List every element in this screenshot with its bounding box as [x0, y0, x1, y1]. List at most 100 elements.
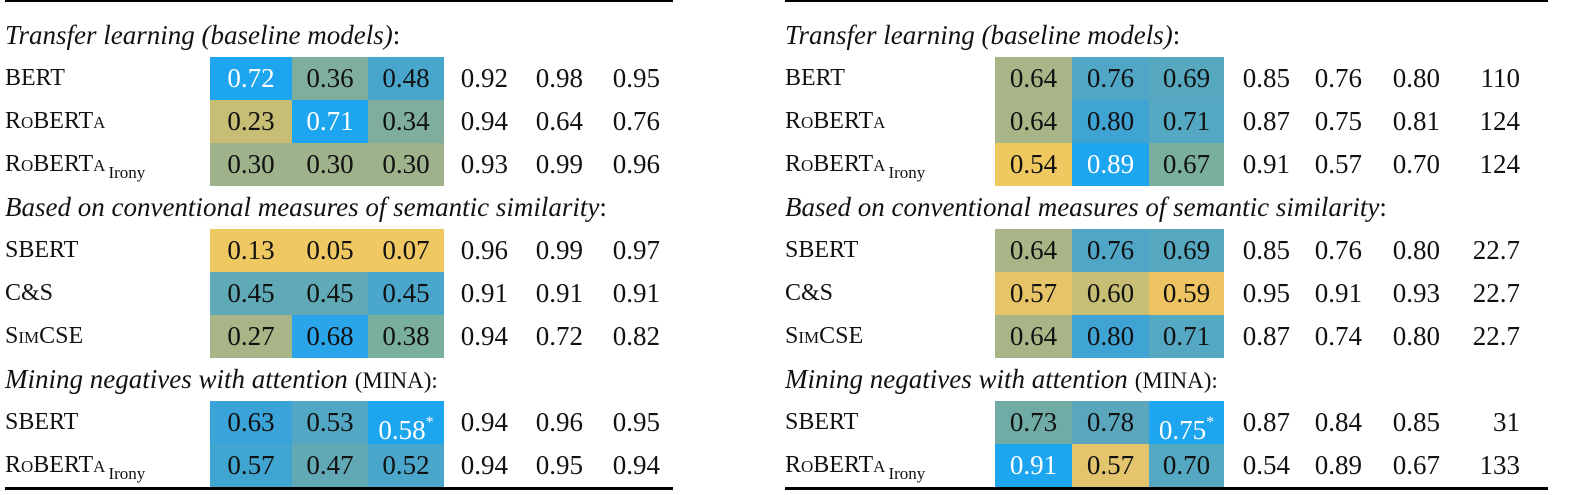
colored-cell: 0.45	[368, 272, 444, 315]
cell-value: 0.63	[227, 407, 275, 437]
section-heading: Based on conventional measures of semant…	[5, 186, 607, 229]
cell-value: 0.78	[1086, 407, 1135, 437]
cell-value: 0.84	[1314, 407, 1362, 437]
cell-value: 0.94	[612, 450, 660, 480]
cell-value: 0.89	[1314, 450, 1362, 480]
cell-value: 0.71	[1162, 106, 1211, 136]
label-text: RoBERTa	[785, 108, 886, 134]
section-heading: Mining negatives with attention (MINA):	[5, 358, 438, 402]
cell-value: 0.68	[306, 321, 354, 351]
cell-value: 0.72	[535, 321, 583, 351]
cell-value: 0.36	[306, 63, 354, 93]
cell-value: 0.94	[460, 106, 508, 136]
heading-plain: :	[599, 192, 607, 222]
colored-cell: 0.64	[995, 100, 1072, 143]
colored-cell: 0.89	[1072, 143, 1149, 186]
colored-cell: 0.67	[1149, 143, 1224, 186]
cell-value: 110	[1480, 63, 1521, 93]
cell-value: 0.92	[460, 63, 508, 93]
label-text: RoBERTa	[785, 452, 886, 478]
cell-value: 0.45	[227, 278, 275, 308]
colored-cell: 0.60	[1072, 272, 1149, 315]
colored-cell: 0.70	[1149, 444, 1224, 487]
cell-value: 0.05	[306, 235, 354, 265]
top-rule	[5, 0, 673, 2]
colored-cell: 0.45	[292, 272, 368, 315]
cell-value: 0.95	[612, 407, 660, 437]
colored-cell: 0.30	[292, 143, 368, 186]
colored-cell: 0.80	[1072, 100, 1149, 143]
cell-value: 133	[1479, 450, 1521, 480]
colored-cell: 0.30	[368, 143, 444, 186]
colored-cell: 0.36	[292, 57, 368, 100]
cell-value: 0.64	[1009, 106, 1058, 136]
colored-cell: 0.78	[1072, 401, 1149, 444]
cell-value: 0.94	[460, 450, 508, 480]
colored-cell: 0.57	[995, 272, 1072, 315]
cell-value: 0.30	[306, 149, 354, 179]
cell-value: 0.45	[306, 278, 354, 308]
cell-value: 0.95	[1242, 278, 1290, 308]
colored-cell: 0.34	[368, 100, 444, 143]
cell-marker: *	[425, 414, 434, 431]
colored-cell: 0.53	[292, 401, 368, 444]
cell-value: 0.93	[1392, 278, 1440, 308]
colored-cell: 0.48	[368, 57, 444, 100]
label-subscript: Irony	[108, 464, 146, 483]
cell-value: 0.38	[382, 321, 430, 351]
colored-cell: 0.59	[1149, 272, 1224, 315]
colored-cell: 0.80	[1072, 315, 1149, 358]
top-rule	[785, 0, 1548, 2]
cell-value: 0.80	[1392, 235, 1440, 265]
cell-value: 0.91	[612, 278, 660, 308]
cell-value: 0.76	[1086, 63, 1135, 93]
cell-value: 0.23	[227, 106, 275, 136]
cell-value: 0.75	[1158, 415, 1207, 445]
colored-cell: 0.54	[995, 143, 1072, 186]
cell-value: 0.59	[1162, 278, 1211, 308]
cell-value: 31	[1493, 407, 1520, 437]
cell-value: 0.64	[1009, 63, 1058, 93]
heading-plain: :	[1172, 20, 1181, 50]
heading-plain: (MINA):	[1134, 368, 1218, 393]
cell-value: 0.52	[382, 450, 430, 480]
label-text: SBERT	[785, 237, 859, 263]
cell-value: 0.94	[460, 321, 508, 351]
cell-value: 0.99	[535, 235, 583, 265]
cell-value: 0.80	[1392, 321, 1440, 351]
cell-value: 0.13	[227, 235, 275, 265]
cell-value: 0.54	[1009, 149, 1058, 179]
cell-value: 0.73	[1009, 407, 1058, 437]
colored-cell: 0.30	[210, 143, 292, 186]
cell-value: 0.69	[1162, 235, 1211, 265]
cell-value: 22.7	[1472, 235, 1520, 265]
cell-value: 0.95	[612, 63, 660, 93]
row-label: BERT	[785, 57, 845, 100]
colored-cell: 0.75*	[1149, 401, 1224, 445]
heading-italic: Based on conventional measures of semant…	[785, 192, 1380, 222]
row-label: SBERT	[785, 401, 858, 444]
label-text: SimCSE	[5, 323, 84, 349]
cell-value: 0.96	[535, 407, 583, 437]
row-label: C&S	[5, 272, 53, 315]
section-heading: Transfer learning (baseline models):	[785, 14, 1180, 57]
label-text: RoBERTa	[5, 452, 106, 478]
colored-cell: 0.58*	[368, 401, 444, 445]
cell-value: 0.91	[1009, 450, 1058, 480]
label-text: RoBERTa	[5, 108, 106, 134]
cell-value: 0.67	[1162, 149, 1211, 179]
heading-italic: Transfer learning (baseline models)	[785, 20, 1173, 50]
colored-cell: 0.27	[210, 315, 292, 358]
cell-value: 0.57	[1009, 278, 1058, 308]
cell-value: 0.91	[1314, 278, 1362, 308]
cell-value: 0.58	[378, 415, 426, 445]
heading-italic: Transfer learning (baseline models)	[5, 20, 393, 50]
cell-value: 0.96	[460, 235, 508, 265]
cell-value: 0.96	[612, 149, 660, 179]
row-label: C&S	[785, 272, 833, 315]
colored-cell: 0.13	[210, 229, 292, 272]
cell-value: 0.99	[535, 149, 583, 179]
cell-value: 124	[1479, 106, 1521, 136]
colored-cell: 0.38	[368, 315, 444, 358]
